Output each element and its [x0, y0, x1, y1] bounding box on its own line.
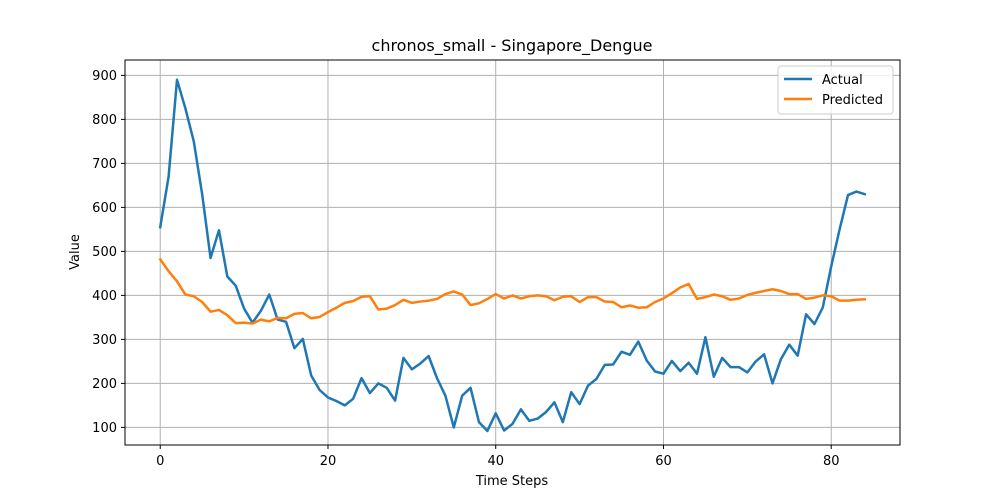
axis-ticks: 0 20 40 60 80 100 200 300 400 500 600 700 800 900 [92, 69, 839, 469]
plot-frame [124, 59, 901, 446]
y-tick-label: 700 [92, 157, 117, 172]
y-tick-label: 400 [92, 289, 117, 304]
y-tick-label: 100 [92, 421, 117, 436]
x-tick-label: 80 [823, 454, 840, 469]
chart-title: chronos_small - Singapore_Dengue [372, 36, 653, 56]
x-tick-label: 20 [320, 454, 337, 469]
legend: Actual Predicted [777, 65, 894, 115]
y-tick-label: 500 [92, 245, 117, 260]
y-tick-label: 800 [92, 113, 117, 128]
y-tick-label: 900 [92, 69, 117, 84]
legend-label-predicted: Predicted [822, 93, 883, 108]
x-tick-label: 40 [487, 454, 504, 469]
y-axis-label: Value [68, 234, 83, 270]
x-tick-label: 60 [655, 454, 672, 469]
series-line-predicted [158, 257, 867, 325]
y-tick-label: 300 [92, 333, 117, 348]
y-tick-label: 200 [92, 377, 117, 392]
legend-label-actual: Actual [822, 73, 863, 88]
grid [125, 60, 900, 445]
series-line-actual [158, 78, 867, 433]
x-tick-label: 0 [156, 454, 164, 469]
series-lines [158, 78, 867, 433]
y-tick-label: 600 [92, 201, 117, 216]
x-axis-label: Time Steps [475, 474, 549, 489]
